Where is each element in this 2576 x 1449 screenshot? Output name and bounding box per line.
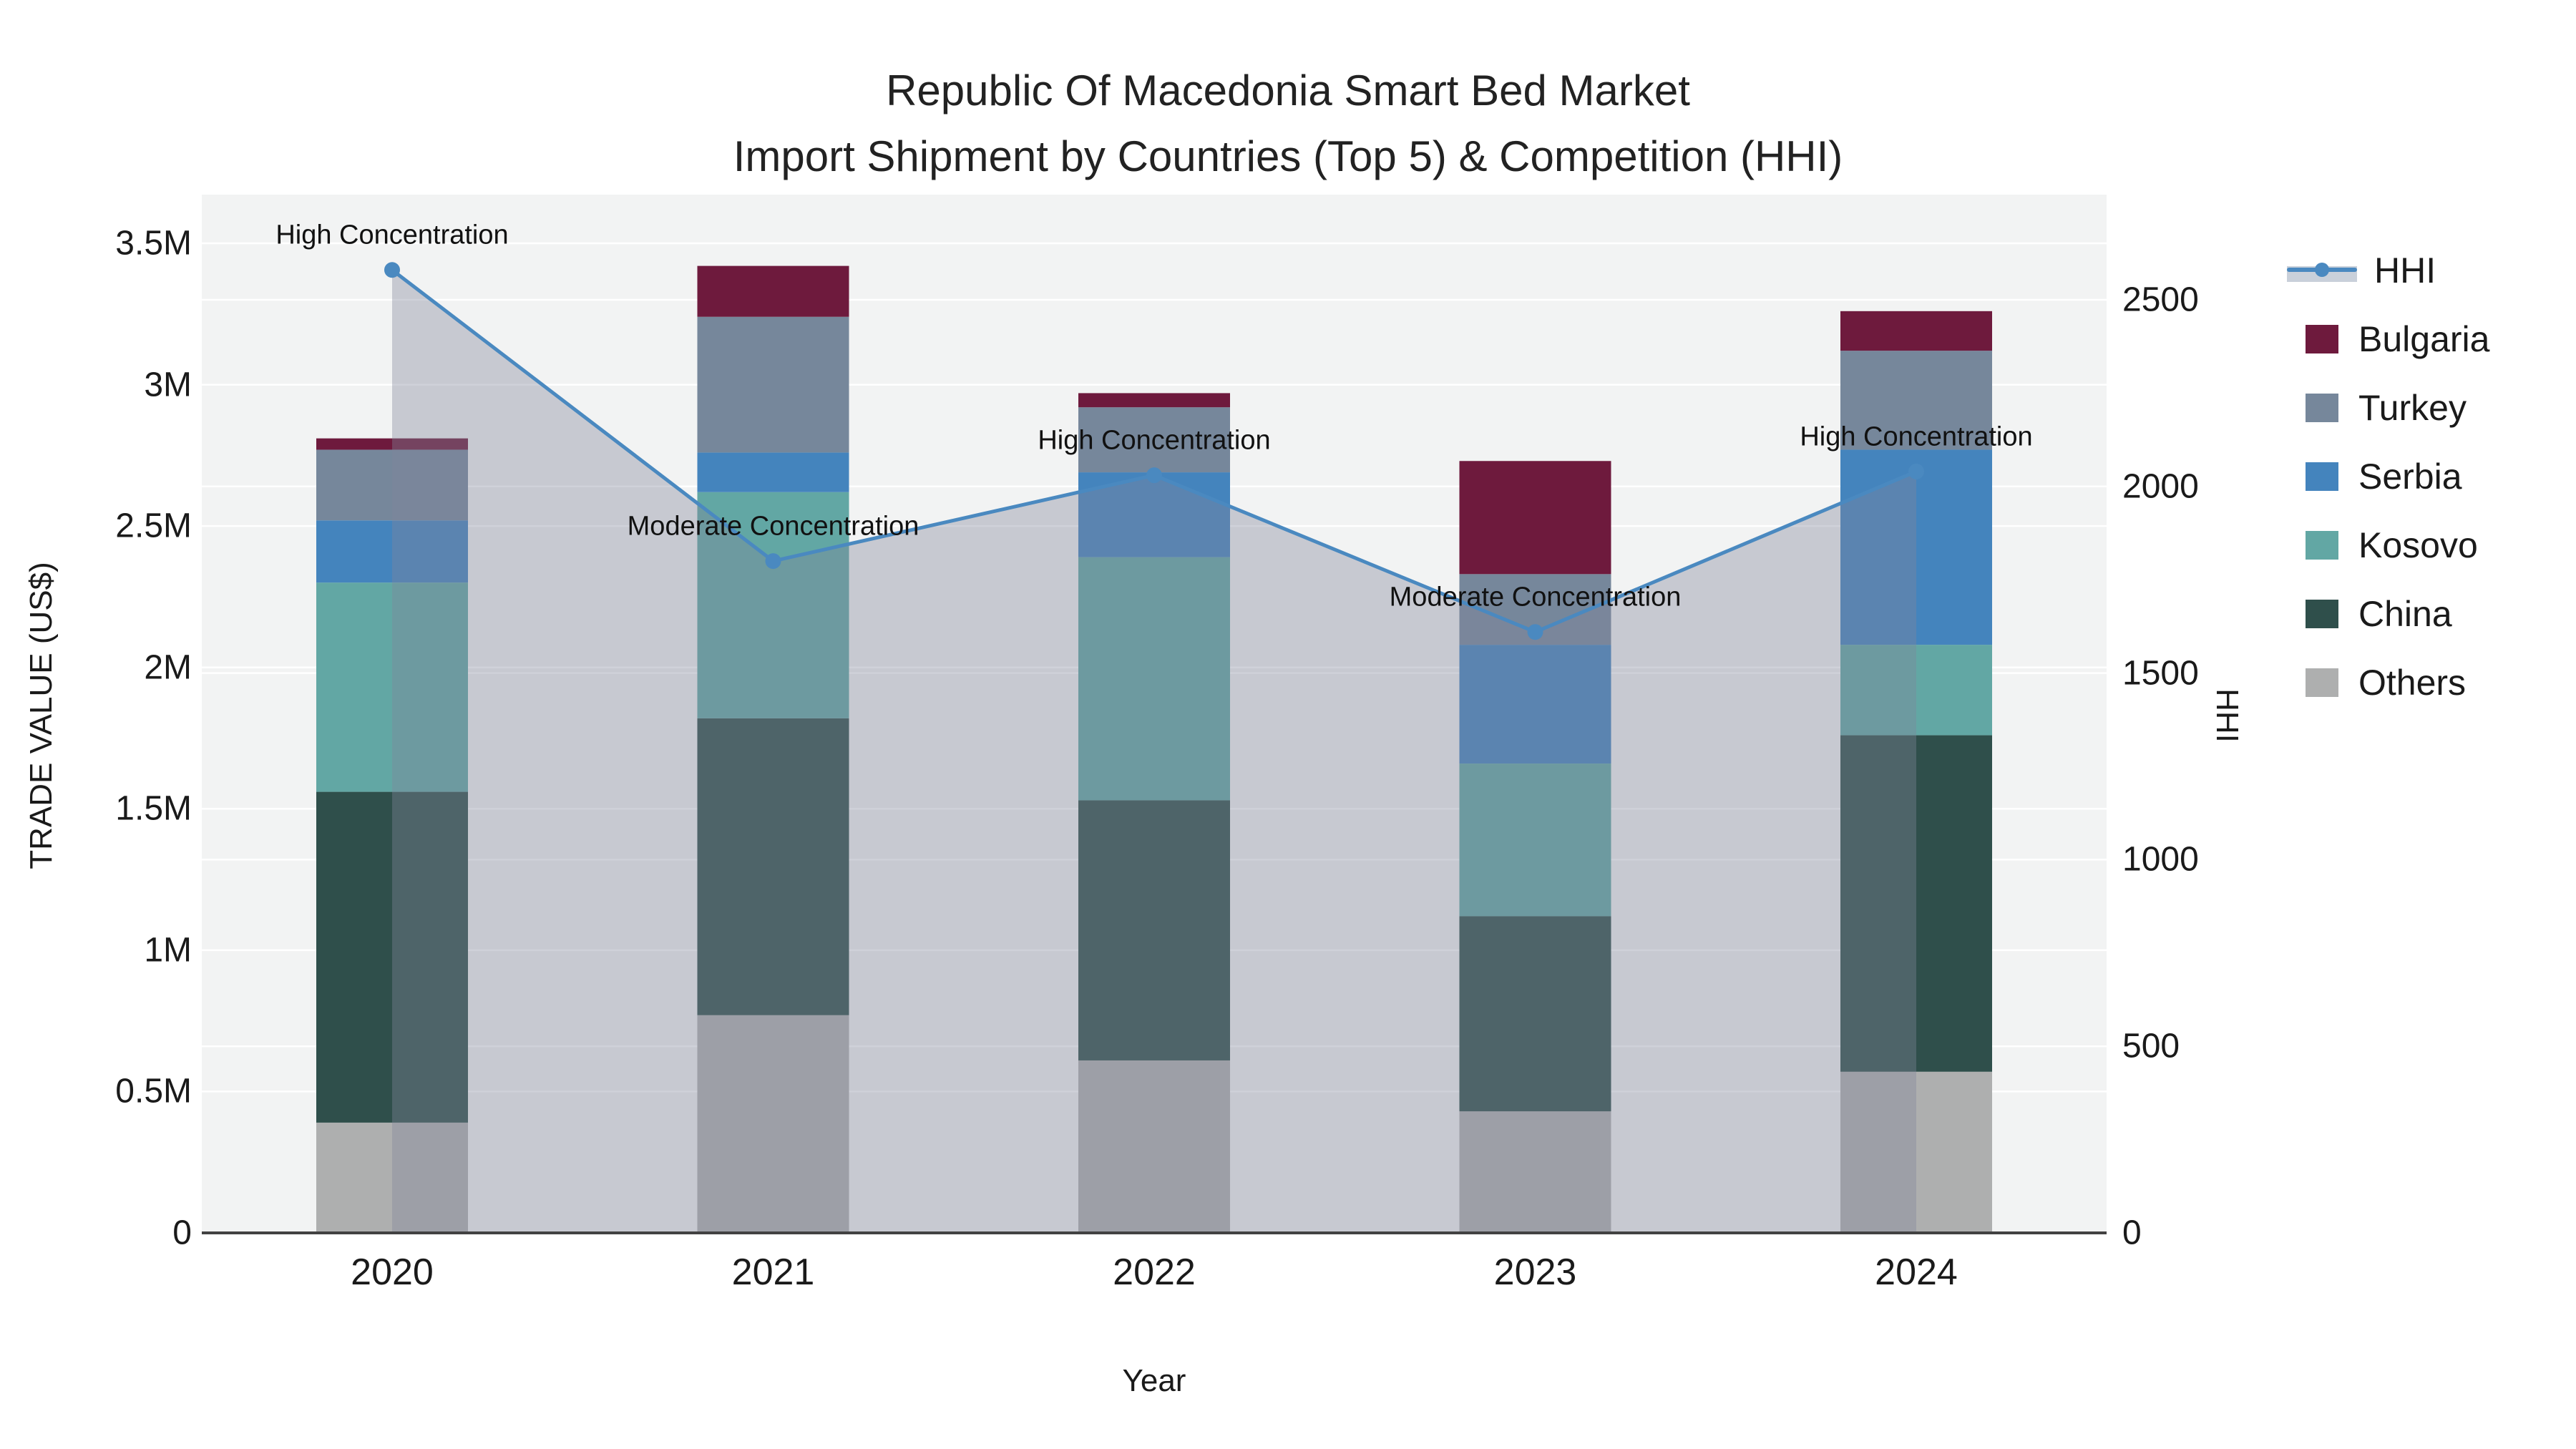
bar-segment-others-2024 — [1840, 1071, 1992, 1233]
y2-axis-tick-label: 500 — [2122, 1027, 2180, 1065]
bar-segment-bulgaria-2021 — [697, 265, 849, 317]
annotation-2024: High Concentration — [1800, 421, 2033, 452]
bar-segment-serbia-2021 — [697, 452, 849, 492]
y-axis-tick-label: 2.5M — [115, 507, 192, 545]
turkey-swatch-icon — [2306, 394, 2338, 422]
bar-segment-china-2024 — [1840, 735, 1992, 1072]
legend-item-bulgaria[interactable]: Bulgaria — [2287, 305, 2489, 374]
hhi-marker-2024 — [1908, 463, 1924, 479]
bar-segment-serbia-2020 — [316, 520, 468, 583]
y2-axis-title: HHI — [2210, 688, 2245, 743]
y-axis-tick-label: 1.5M — [115, 789, 192, 828]
annotation-2023: Moderate Concentration — [1389, 582, 1682, 613]
bar-segment-kosovo-2024 — [1840, 645, 1992, 736]
legend-item-china[interactable]: China — [2287, 580, 2489, 648]
y2-axis-tick-label: 1500 — [2122, 654, 2199, 693]
x-axis-tick-label: 2023 — [1493, 1252, 1577, 1293]
kosovo-swatch-icon — [2306, 531, 2338, 560]
legend-item-hhi[interactable]: HHI — [2287, 236, 2489, 305]
y-axis-tick-label: 1M — [144, 931, 192, 970]
y-axis-tick-label: 2M — [144, 648, 192, 687]
hhi-marker-2022 — [1146, 467, 1162, 484]
bar-segment-kosovo-2022 — [1078, 557, 1230, 801]
bar-segment-others-2023 — [1459, 1111, 1611, 1233]
y2-axis-tick-label: 2000 — [2122, 467, 2199, 506]
bar-segment-others-2020 — [316, 1122, 468, 1233]
serbia-swatch-icon — [2306, 462, 2338, 491]
hhi-marker-2023 — [1527, 624, 1543, 640]
hhi-area-fill — [392, 270, 1916, 1234]
hhi-marker-2020 — [384, 262, 400, 278]
bar-segment-kosovo-2021 — [697, 492, 849, 718]
bar-segment-china-2023 — [1459, 916, 1611, 1112]
chart-title-line2: Import Shipment by Countries (Top 5) & C… — [733, 132, 1843, 180]
bar-segment-turkey-2020 — [316, 449, 468, 521]
bar-segment-bulgaria-2020 — [316, 438, 468, 450]
legend-item-serbia[interactable]: Serbia — [2287, 442, 2489, 511]
y-axis-tick-label: 3.5M — [115, 224, 192, 263]
x-axis-tick-label: 2021 — [731, 1252, 815, 1293]
y2-axis-tick-label: 2500 — [2122, 280, 2199, 319]
bar-segment-kosovo-2023 — [1459, 763, 1611, 917]
annotation-2021: Moderate Concentration — [627, 511, 919, 542]
bar-segment-others-2022 — [1078, 1060, 1230, 1233]
y2-axis-tick-label: 1000 — [2122, 840, 2199, 879]
bar-segment-turkey-2022 — [1078, 407, 1230, 473]
annotation-2022: High Concentration — [1038, 425, 1271, 456]
x-axis-tick-label: 2020 — [351, 1252, 434, 1293]
y2-axis-tick-label: 0 — [2122, 1214, 2142, 1252]
annotation-2020: High Concentration — [275, 220, 509, 250]
bar-segment-kosovo-2020 — [316, 582, 468, 792]
hhi-line-icon — [2287, 256, 2357, 285]
y-axis-tick-label: 0 — [172, 1214, 192, 1252]
bar-segment-serbia-2023 — [1459, 645, 1611, 764]
others-swatch-icon — [2306, 668, 2338, 697]
legend-item-others[interactable]: Others — [2287, 648, 2489, 717]
bar-segment-bulgaria-2022 — [1078, 393, 1230, 408]
chart-title-line1: Republic Of Macedonia Smart Bed Market — [886, 67, 1690, 114]
bar-segment-bulgaria-2024 — [1840, 311, 1992, 351]
bar-segment-turkey-2021 — [697, 316, 849, 453]
bar-segment-china-2021 — [697, 718, 849, 1015]
legend: HHI Bulgaria Turkey Serbia Kosovo China … — [2287, 236, 2489, 717]
china-swatch-icon — [2306, 600, 2338, 628]
bar-segment-others-2021 — [697, 1015, 849, 1233]
bulgaria-swatch-icon — [2306, 325, 2338, 353]
x-axis-title: Year — [1122, 1363, 1186, 1398]
bar-segment-china-2020 — [316, 791, 468, 1123]
x-axis-tick-label: 2024 — [1875, 1252, 1958, 1293]
y-axis-tick-label: 0.5M — [115, 1072, 192, 1111]
bar-segment-china-2022 — [1078, 800, 1230, 1060]
legend-item-turkey[interactable]: Turkey — [2287, 374, 2489, 442]
y-axis-tick-label: 3M — [144, 366, 192, 404]
bar-segment-turkey-2024 — [1840, 351, 1992, 450]
x-axis-tick-label: 2022 — [1113, 1252, 1196, 1293]
bar-segment-bulgaria-2023 — [1459, 461, 1611, 575]
bar-segment-serbia-2024 — [1840, 449, 1992, 645]
hhi-marker-2021 — [765, 553, 781, 570]
legend-item-kosovo[interactable]: Kosovo — [2287, 511, 2489, 580]
